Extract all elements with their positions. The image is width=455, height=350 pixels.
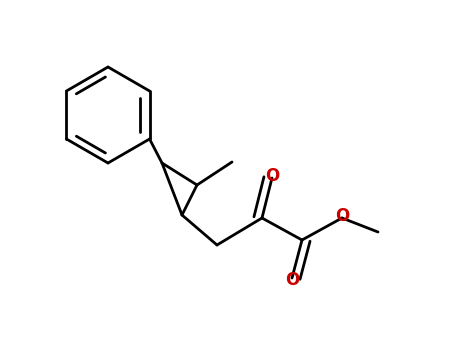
Text: O: O	[265, 167, 279, 185]
Text: O: O	[335, 207, 349, 225]
Text: O: O	[285, 271, 299, 289]
